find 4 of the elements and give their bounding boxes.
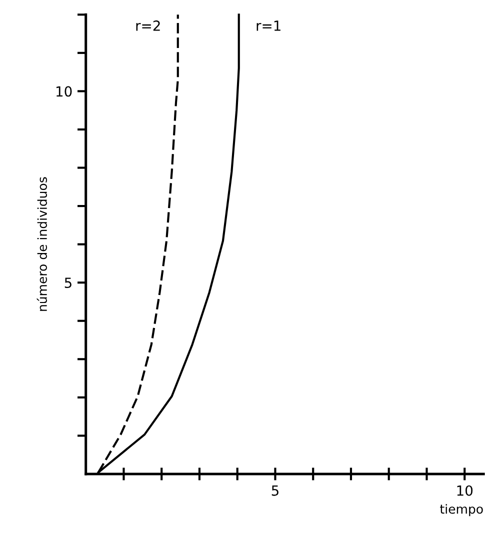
series-label: r=2: [136, 20, 160, 31]
y-axis-title: número de individuos: [36, 177, 47, 311]
series-label: r=1: [256, 20, 280, 31]
x-axis-title: tiempo: [440, 504, 483, 516]
